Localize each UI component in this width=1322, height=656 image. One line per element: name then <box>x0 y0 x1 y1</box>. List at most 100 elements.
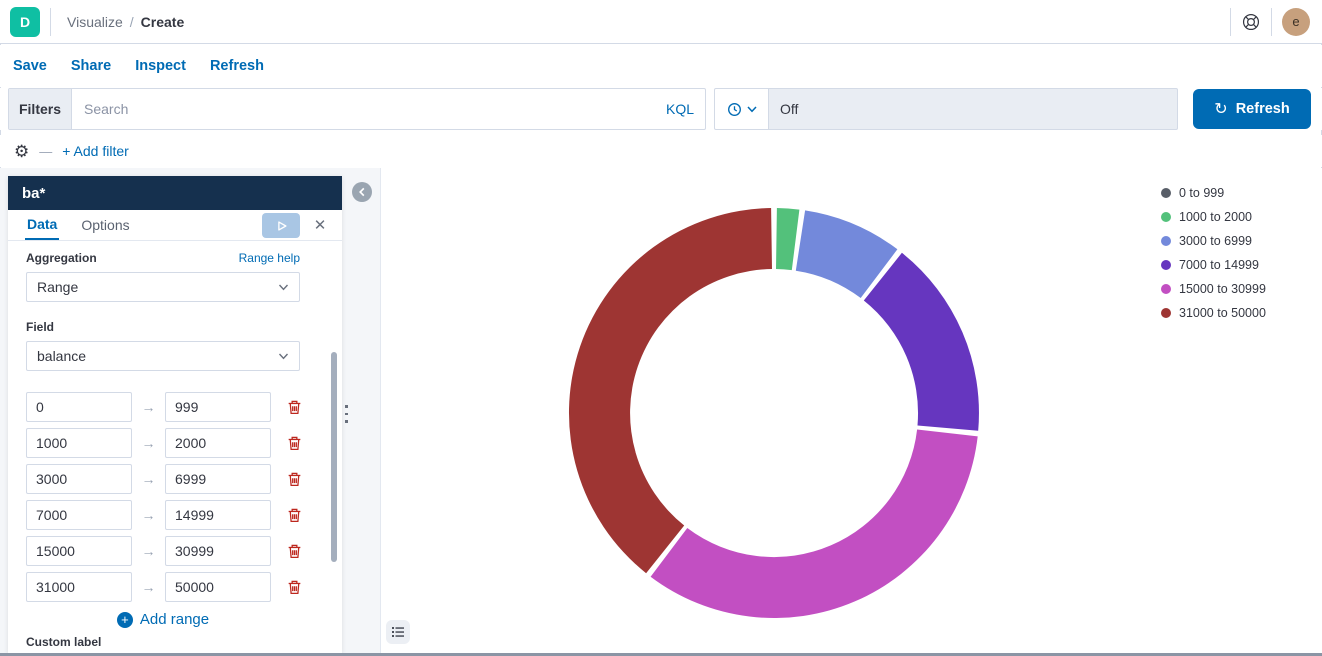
time-picker-button[interactable] <box>714 88 769 130</box>
range-from-input[interactable] <box>26 428 132 458</box>
field-label: Field <box>26 320 55 334</box>
tab-data[interactable]: Data <box>25 210 60 240</box>
legend-item[interactable]: 1000 to 2000 <box>1161 205 1266 229</box>
legend-dot <box>1161 284 1171 294</box>
range-row: → <box>26 536 342 566</box>
editor-tabs: Data Options ✕ <box>8 210 342 241</box>
chevron-down-icon <box>278 353 289 359</box>
range-row: → <box>26 572 342 602</box>
filters-button[interactable]: Filters <box>9 89 72 129</box>
donut-slice[interactable] <box>795 210 898 298</box>
field-select[interactable]: balance <box>26 341 300 371</box>
delete-range-button[interactable] <box>283 540 305 562</box>
donut-slice[interactable] <box>776 208 800 271</box>
add-range-label: Add range <box>139 611 210 628</box>
refresh-button[interactable]: ↻ Refresh <box>1193 89 1311 129</box>
legend-dot <box>1161 236 1171 246</box>
range-list: → → → → → → <box>26 392 342 602</box>
share-button[interactable]: Share <box>70 58 112 74</box>
range-help-link[interactable]: Range help <box>238 251 300 265</box>
chevron-left-icon <box>359 187 365 197</box>
list-icon <box>392 627 404 637</box>
donut-slice[interactable] <box>863 252 979 431</box>
range-arrow-icon: → <box>141 471 156 487</box>
chevron-down-icon <box>746 105 757 112</box>
breadcrumb-create: Create <box>140 13 185 30</box>
query-bar: Filters KQL Off ↻ Refresh <box>0 88 1322 130</box>
header-divider <box>50 7 51 36</box>
breadcrumb-visualize[interactable]: Visualize <box>67 13 123 30</box>
life-ring-icon <box>1242 13 1260 30</box>
action-bar: Save Share Inspect Refresh <box>0 45 1322 87</box>
app-logo[interactable]: D <box>10 6 40 37</box>
gear-icon[interactable]: ⚙ <box>14 141 30 161</box>
legend-item[interactable]: 7000 to 14999 <box>1161 253 1266 277</box>
range-from-input[interactable] <box>26 572 132 602</box>
breadcrumb: Visualize / Create <box>67 14 184 30</box>
add-range-button[interactable]: + Add range <box>26 611 300 628</box>
range-row: → <box>26 392 342 422</box>
range-arrow-icon: → <box>141 435 156 451</box>
range-to-input[interactable] <box>165 500 271 530</box>
legend-dot <box>1161 260 1171 270</box>
range-from-input[interactable] <box>26 392 132 422</box>
tab-options[interactable]: Options <box>81 217 130 233</box>
panel-resizer-handle[interactable] <box>342 400 351 428</box>
app-header: D Visualize / Create e <box>0 0 1322 44</box>
aggregation-select[interactable]: Range <box>26 272 300 302</box>
legend-item[interactable]: 0 to 999 <box>1161 181 1266 205</box>
index-pattern-header: ba* <box>8 176 342 210</box>
range-to-input[interactable] <box>165 464 271 494</box>
trash-icon <box>288 508 300 522</box>
clock-icon <box>727 102 741 116</box>
add-filter-button[interactable]: + Add filter <box>62 143 129 159</box>
legend-item[interactable]: 3000 to 6999 <box>1161 229 1266 253</box>
panel-scrollbar[interactable] <box>331 352 337 562</box>
range-row: → <box>26 464 342 494</box>
help-menu-button[interactable] <box>1231 8 1271 36</box>
range-to-input[interactable] <box>165 536 271 566</box>
delete-range-button[interactable] <box>283 576 305 598</box>
donut-slice[interactable] <box>650 429 978 619</box>
trash-icon <box>288 436 300 450</box>
apply-changes-button[interactable] <box>262 213 300 238</box>
delete-range-button[interactable] <box>283 468 305 490</box>
plus-icon: + <box>116 611 133 628</box>
range-arrow-icon: → <box>141 507 156 523</box>
save-button[interactable]: Save <box>13 58 47 74</box>
range-from-input[interactable] <box>26 464 132 494</box>
collapse-panel-button[interactable] <box>352 182 372 202</box>
filter-actions-row: ⚙ — + Add filter <box>0 135 1322 167</box>
donut-chart[interactable] <box>381 168 1322 653</box>
range-from-input[interactable] <box>26 500 132 530</box>
close-editor-button[interactable]: ✕ <box>313 217 327 234</box>
inspect-button[interactable]: Inspect <box>135 58 186 74</box>
play-icon <box>277 220 287 231</box>
legend-item[interactable]: 31000 to 50000 <box>1161 301 1266 325</box>
legend-item[interactable]: 15000 to 30999 <box>1161 277 1266 301</box>
range-to-input[interactable] <box>165 572 271 602</box>
range-to-input[interactable] <box>165 428 271 458</box>
delete-range-button[interactable] <box>283 396 305 418</box>
donut-slice[interactable] <box>568 208 772 574</box>
chart-area: 0 to 999 1000 to 2000 3000 to 6999 7000 … <box>380 168 1322 653</box>
range-to-input[interactable] <box>165 392 271 422</box>
trash-icon <box>288 472 300 486</box>
search-input[interactable] <box>72 89 655 129</box>
legend-dot <box>1161 188 1171 198</box>
range-arrow-icon: → <box>141 399 156 415</box>
delete-range-button[interactable] <box>283 432 305 454</box>
range-row: → <box>26 500 342 530</box>
user-avatar[interactable]: e <box>1282 7 1310 36</box>
delete-range-button[interactable] <box>283 504 305 526</box>
range-from-input[interactable] <box>26 536 132 566</box>
refresh-link[interactable]: Refresh <box>209 58 264 74</box>
legend-toggle-button[interactable] <box>386 620 410 644</box>
header-divider <box>1230 7 1231 36</box>
legend-label: 0 to 999 <box>1179 186 1225 200</box>
kql-button[interactable]: KQL <box>665 101 694 117</box>
aggregation-value: Range <box>37 279 79 295</box>
refresh-interval-value[interactable]: Off <box>769 88 1178 130</box>
aggregation-label: Aggregation <box>26 251 97 265</box>
legend-dot <box>1161 308 1171 318</box>
